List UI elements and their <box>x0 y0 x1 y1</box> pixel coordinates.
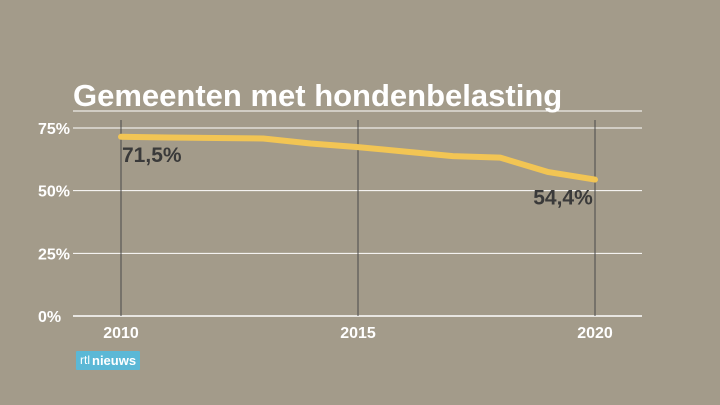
y-tick-label: 0% <box>38 309 61 326</box>
data-label: 54,4% <box>533 187 593 210</box>
x-tick-label: 2020 <box>577 325 613 342</box>
logo-prefix: rtl <box>80 353 90 367</box>
data-label: 71,5% <box>122 144 182 167</box>
y-tick-label: 50% <box>38 184 70 201</box>
x-tick-label: 2010 <box>103 325 139 342</box>
x-tick-label: 2015 <box>340 325 376 342</box>
y-tick-label: 75% <box>38 121 70 138</box>
series <box>118 133 598 183</box>
y-tick-label: 25% <box>38 246 70 263</box>
rtl-nieuws-logo: rtl nieuws <box>76 351 141 370</box>
series-line <box>118 133 598 183</box>
grid <box>73 110 642 317</box>
axes: 75% 50% 25% 0% 2010 2015 2020 <box>38 121 613 342</box>
chart-title: Gemeenten met hondenbelasting <box>73 78 562 113</box>
logo-name: nieuws <box>92 353 137 368</box>
data-labels: 71,5% 54,4% <box>122 144 593 210</box>
